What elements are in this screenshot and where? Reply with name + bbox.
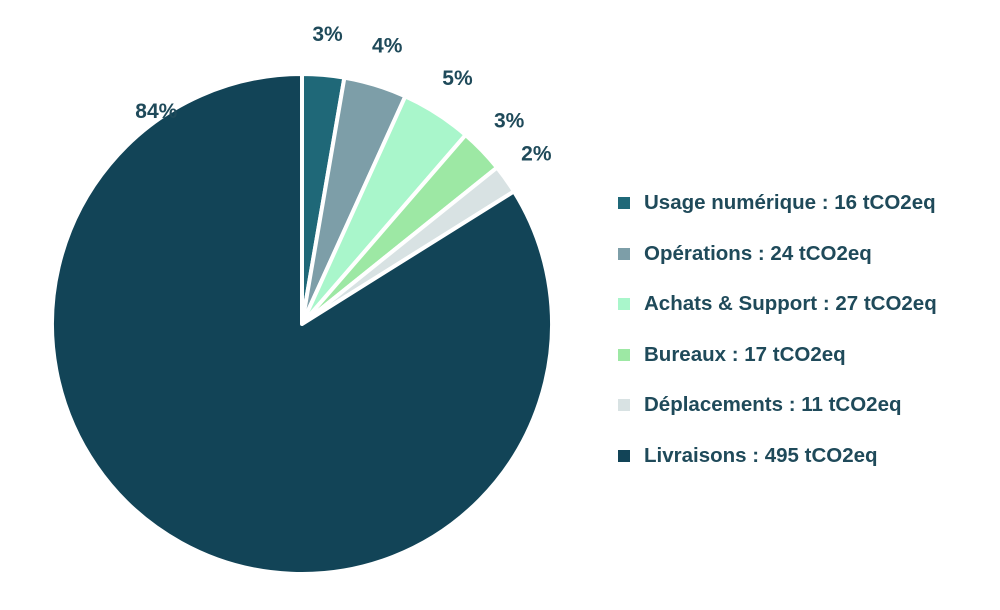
pie-slices: [50, 72, 554, 576]
pie-percent-labels: 3% 4% 5% 3% 2% 84%: [135, 23, 552, 165]
legend-swatch-icon: [618, 399, 630, 412]
legend-swatch-icon: [618, 247, 630, 260]
legend-item-4: Déplacements : 11 tCO2eq: [618, 380, 937, 431]
legend-label: Déplacements : 11 tCO2eq: [644, 393, 902, 417]
pie-slice-percent-label-1: 4%: [372, 35, 403, 58]
legend-item-5: Livraisons : 495 tCO2eq: [618, 431, 937, 482]
legend-label: Usage numérique : 16 tCO2eq: [644, 191, 936, 215]
pie-slice-percent-label-5: 84%: [135, 100, 177, 123]
legend-swatch-icon: [618, 449, 630, 462]
legend-item-1: Opérations : 24 tCO2eq: [618, 229, 937, 280]
pie-slice-percent-label-0: 3%: [312, 23, 343, 46]
pie-slice-percent-label-2: 5%: [442, 67, 473, 90]
legend-label: Achats & Support : 27 tCO2eq: [644, 292, 937, 316]
legend-swatch-icon: [618, 298, 630, 311]
legend-item-3: Bureaux : 17 tCO2eq: [618, 330, 937, 381]
legend-label: Livraisons : 495 tCO2eq: [644, 443, 878, 467]
pie-slice-percent-label-4: 2%: [521, 142, 552, 165]
legend-swatch-icon: [618, 197, 630, 210]
legend-item-2: Achats & Support : 27 tCO2eq: [618, 279, 937, 330]
legend-swatch-icon: [618, 348, 630, 361]
legend-label: Opérations : 24 tCO2eq: [644, 241, 872, 265]
pie-slice-5: [50, 72, 554, 576]
chart-legend: Usage numérique : 16 tCO2eq Opérations : …: [618, 178, 937, 481]
legend-label: Bureaux : 17 tCO2eq: [644, 342, 846, 366]
pie-slice-percent-label-3: 3%: [494, 110, 525, 133]
legend-item-0: Usage numérique : 16 tCO2eq: [618, 178, 937, 229]
